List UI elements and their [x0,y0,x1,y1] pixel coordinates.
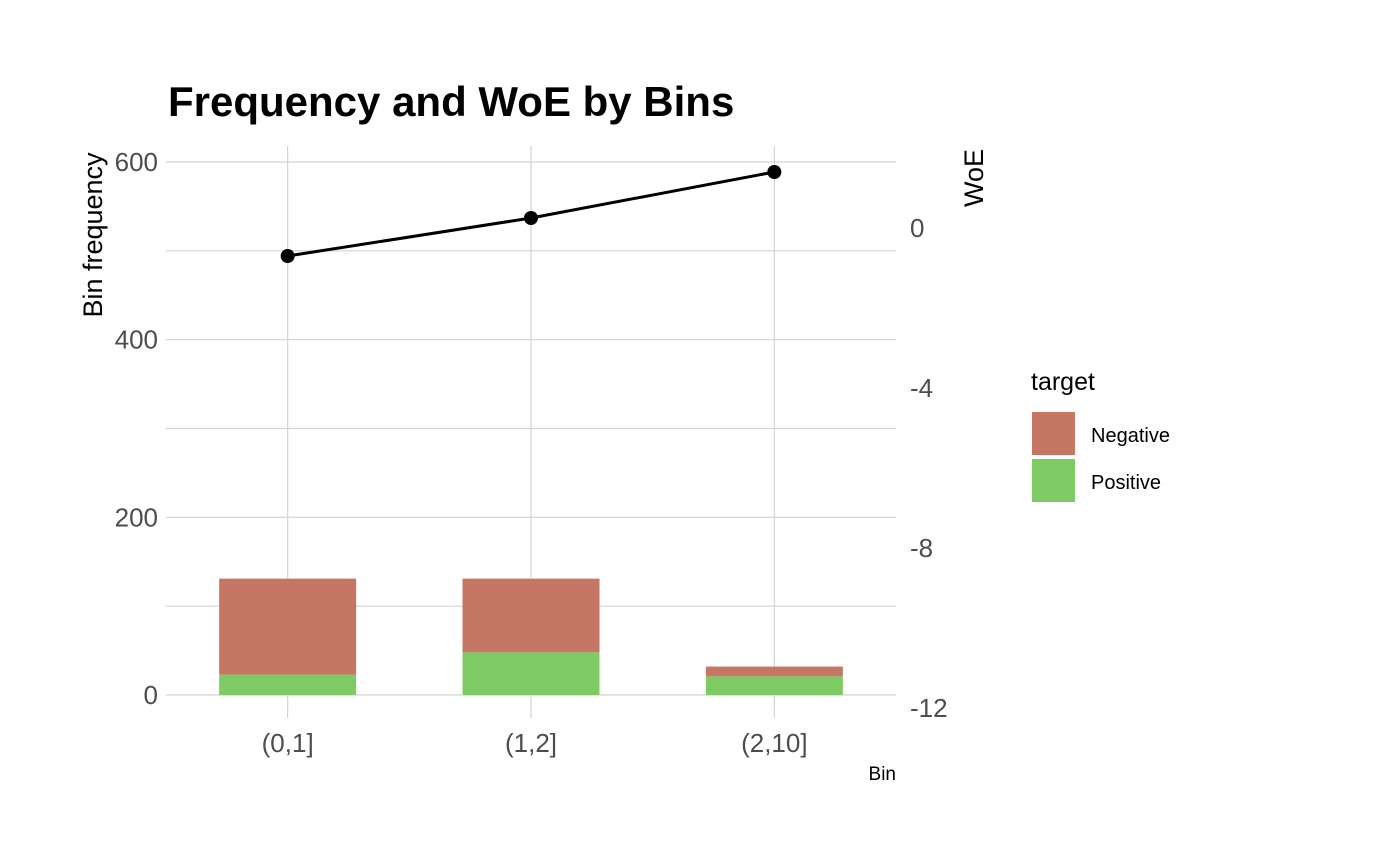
bar-negative-0 [219,578,357,675]
y-tick-label: 0 [144,680,158,710]
y2-tick-label: -4 [910,373,933,403]
y-tick-label: 400 [115,325,158,355]
bar-positive-0 [219,674,357,695]
bar-positive-1 [462,652,600,695]
legend-swatch-negative [1032,412,1075,455]
chart-title: Frequency and WoE by Bins [168,78,734,125]
woe-point-1 [524,211,538,225]
bars [219,578,843,695]
x-tick-label: (1,2] [505,728,557,758]
legend: target Negative Positive [1031,368,1170,502]
woe-point-2 [767,165,782,179]
y-tick-label: 200 [115,502,158,532]
tick-labels: 0 200 400 600 0 -4 -8 -12 (0,1] (1,2] (2,10] [115,147,948,758]
y2-axis-title: WoE [959,149,989,207]
bar-negative-2 [705,666,843,677]
y-tick-label: 600 [115,147,158,177]
legend-title: target [1031,368,1095,396]
woe-point-0 [280,249,295,263]
bar-positive-2 [705,676,843,695]
woe-line [280,165,782,263]
x-axis-title: Bin [869,764,896,785]
legend-label-positive: Positive [1091,472,1161,494]
y2-tick-label: -8 [910,533,933,563]
legend-swatch-positive [1032,459,1075,502]
y2-tick-label: -12 [910,693,948,723]
x-tick-label: (2,10] [741,728,808,758]
y2-tick-label: 0 [910,213,924,243]
x-tick-label: (0,1] [262,728,314,758]
legend-label-negative: Negative [1091,425,1170,447]
y-axis-title: Bin frequency [78,152,108,318]
bar-negative-1 [462,578,600,653]
